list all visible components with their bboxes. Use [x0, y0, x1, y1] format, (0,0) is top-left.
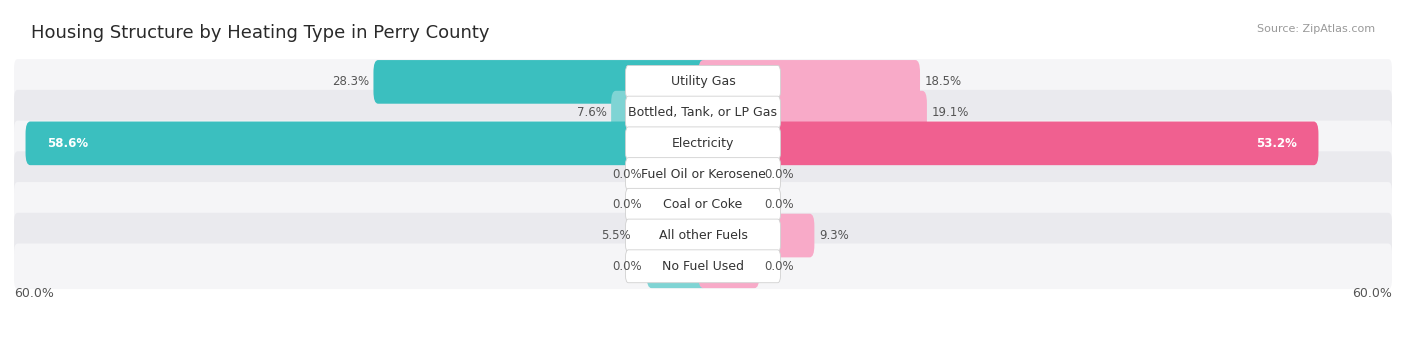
FancyBboxPatch shape [647, 183, 707, 227]
FancyBboxPatch shape [699, 121, 1319, 165]
FancyBboxPatch shape [612, 91, 707, 134]
Text: 60.0%: 60.0% [1353, 287, 1392, 300]
Text: 5.5%: 5.5% [600, 229, 631, 242]
FancyBboxPatch shape [636, 214, 707, 257]
FancyBboxPatch shape [14, 121, 1392, 166]
FancyBboxPatch shape [699, 91, 927, 134]
FancyBboxPatch shape [647, 244, 707, 288]
FancyBboxPatch shape [699, 152, 759, 196]
Text: 7.6%: 7.6% [576, 106, 606, 119]
Text: Source: ZipAtlas.com: Source: ZipAtlas.com [1257, 24, 1375, 34]
FancyBboxPatch shape [14, 182, 1392, 227]
FancyBboxPatch shape [626, 127, 780, 160]
Text: 28.3%: 28.3% [332, 75, 368, 88]
FancyBboxPatch shape [699, 60, 920, 104]
Text: 19.1%: 19.1% [932, 106, 969, 119]
Text: No Fuel Used: No Fuel Used [662, 260, 744, 273]
FancyBboxPatch shape [14, 90, 1392, 135]
FancyBboxPatch shape [626, 65, 780, 98]
Text: 0.0%: 0.0% [613, 198, 643, 211]
Text: 58.6%: 58.6% [48, 137, 89, 150]
Text: Utility Gas: Utility Gas [671, 75, 735, 88]
FancyBboxPatch shape [14, 243, 1392, 289]
FancyBboxPatch shape [626, 158, 780, 191]
FancyBboxPatch shape [25, 121, 707, 165]
Text: 0.0%: 0.0% [613, 260, 643, 273]
Text: Electricity: Electricity [672, 137, 734, 150]
FancyBboxPatch shape [14, 151, 1392, 197]
Text: 0.0%: 0.0% [613, 167, 643, 181]
Text: All other Fuels: All other Fuels [658, 229, 748, 242]
FancyBboxPatch shape [626, 96, 780, 129]
FancyBboxPatch shape [14, 213, 1392, 258]
Text: Bottled, Tank, or LP Gas: Bottled, Tank, or LP Gas [628, 106, 778, 119]
Text: 53.2%: 53.2% [1256, 137, 1296, 150]
FancyBboxPatch shape [699, 214, 814, 257]
Text: 60.0%: 60.0% [14, 287, 53, 300]
Text: 0.0%: 0.0% [763, 260, 793, 273]
FancyBboxPatch shape [626, 219, 780, 252]
Text: 0.0%: 0.0% [763, 198, 793, 211]
FancyBboxPatch shape [699, 183, 759, 227]
FancyBboxPatch shape [626, 188, 780, 221]
FancyBboxPatch shape [647, 152, 707, 196]
FancyBboxPatch shape [14, 59, 1392, 105]
Text: 0.0%: 0.0% [763, 167, 793, 181]
Text: Coal or Coke: Coal or Coke [664, 198, 742, 211]
Text: 18.5%: 18.5% [925, 75, 962, 88]
Text: Fuel Oil or Kerosene: Fuel Oil or Kerosene [641, 167, 765, 181]
FancyBboxPatch shape [374, 60, 707, 104]
Text: 9.3%: 9.3% [818, 229, 849, 242]
FancyBboxPatch shape [626, 250, 780, 283]
Text: Housing Structure by Heating Type in Perry County: Housing Structure by Heating Type in Per… [31, 24, 489, 42]
FancyBboxPatch shape [699, 244, 759, 288]
